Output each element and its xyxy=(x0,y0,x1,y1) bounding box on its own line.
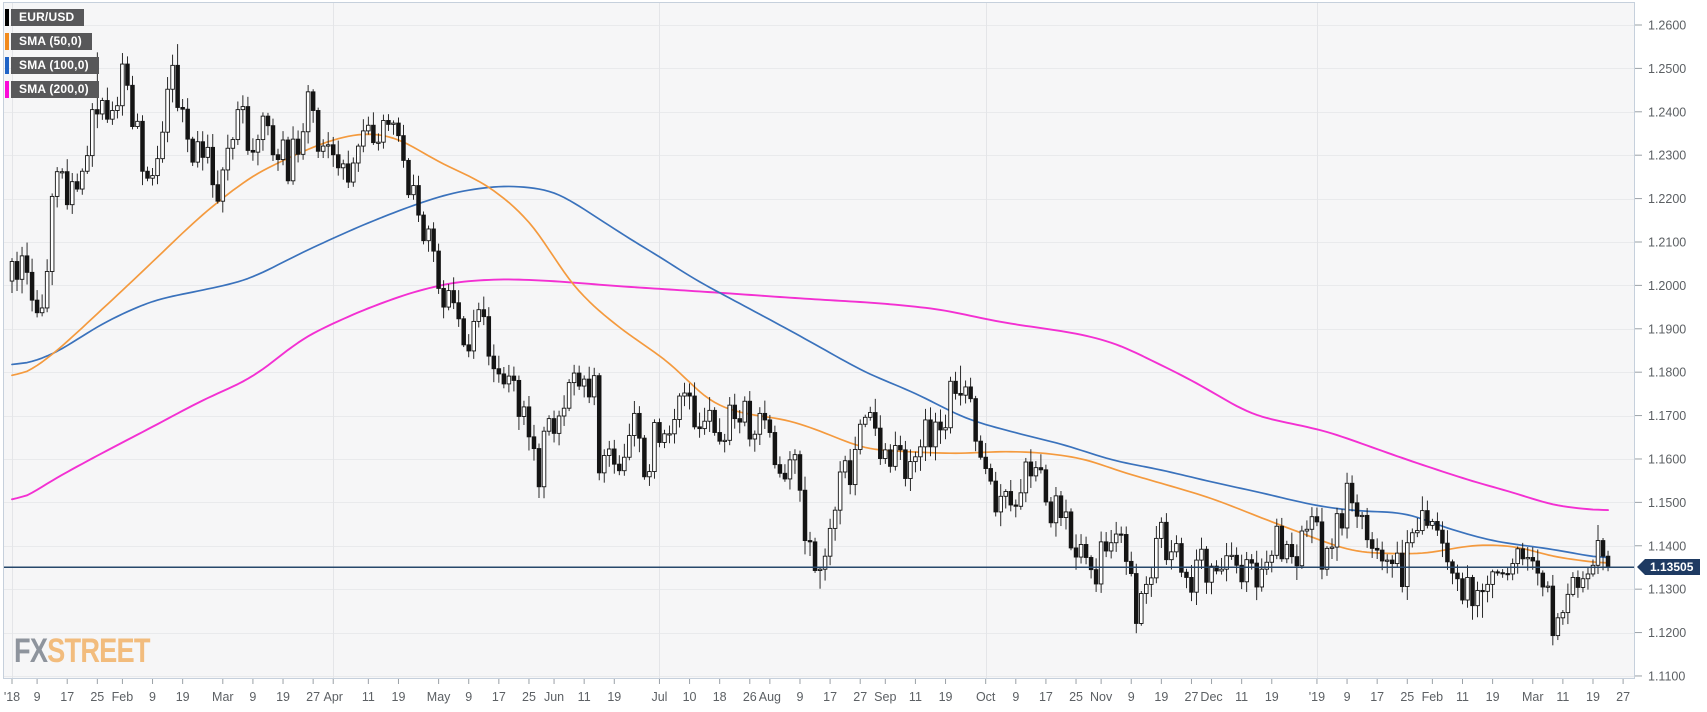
date-tick-label: 17 xyxy=(60,690,74,704)
date-tick-label: Mar xyxy=(1522,690,1544,704)
date-tick-label: 25 xyxy=(1069,690,1083,704)
date-tick-label: Jul xyxy=(651,690,667,704)
date-tick-label: 11 xyxy=(909,690,922,704)
date-tick-label: 19 xyxy=(939,690,953,704)
price-tick-label: 1.1300 xyxy=(1648,583,1686,597)
date-tick-label: 9 xyxy=(797,690,804,704)
legend-item-sma100[interactable]: SMA (100,0) xyxy=(5,57,99,74)
date-tick-label: 19 xyxy=(392,690,406,704)
price-tick-label: 1.1800 xyxy=(1648,366,1686,380)
date-tick-label: Apr xyxy=(323,690,342,704)
date-tick-label: 11 xyxy=(1456,690,1469,704)
date-tick-label: 9 xyxy=(1344,690,1351,704)
date-tick-label: 27 xyxy=(853,690,867,704)
date-tick-label: 19 xyxy=(607,690,621,704)
chart-legend: EUR/USD SMA (50,0) SMA (100,0) SMA (200,… xyxy=(5,9,99,105)
date-tick-label: 11 xyxy=(362,690,375,704)
plot-border xyxy=(3,2,1635,679)
date-tick-label: 17 xyxy=(1039,690,1053,704)
price-tick-label: 1.2200 xyxy=(1648,192,1686,206)
date-tick-label: Oct xyxy=(976,690,996,704)
price-tick-label: 1.1600 xyxy=(1648,452,1686,466)
date-tick-label: 25 xyxy=(90,690,104,704)
date-tick-label: 26 xyxy=(743,690,757,704)
date-tick-label: Sep xyxy=(874,690,896,704)
date-tick-label: Nov xyxy=(1090,690,1113,704)
date-tick-label: 19 xyxy=(176,690,190,704)
sma-line-1000 xyxy=(11,185,1609,559)
date-tick-label: 11 xyxy=(578,690,591,704)
instrument-label: EUR/USD xyxy=(11,9,85,26)
sma200-color-bar-icon xyxy=(5,81,9,98)
date-tick-label: 19 xyxy=(1154,690,1168,704)
price-tick-label: 1.1200 xyxy=(1648,626,1686,640)
date-tick-label: 9 xyxy=(1012,690,1019,704)
date-tick-label: 19 xyxy=(1486,690,1500,704)
sma100-color-bar-icon xyxy=(5,57,9,74)
price-tick-label: 1.2600 xyxy=(1648,19,1686,33)
date-tick-label: 27 xyxy=(1185,690,1199,704)
date-tick-label: Feb xyxy=(112,690,134,704)
date-tick-label: 19 xyxy=(1586,690,1600,704)
price-tick-label: 1.1700 xyxy=(1648,409,1686,423)
date-tick-label: 25 xyxy=(522,690,536,704)
price-tick-label: 1.2400 xyxy=(1648,105,1686,119)
date-tick-label: 27 xyxy=(306,690,320,704)
date-tick-label: 17 xyxy=(823,690,837,704)
instrument-color-bar-icon xyxy=(5,9,9,26)
price-tick-label: 1.2500 xyxy=(1648,62,1686,76)
sma50-color-bar-icon xyxy=(5,33,9,50)
date-tick-label: Feb xyxy=(1422,690,1444,704)
date-tick-label: Aug xyxy=(759,690,781,704)
date-tick-label: 10 xyxy=(683,690,697,704)
date-tick-label: Jun xyxy=(544,690,564,704)
price-scale[interactable]: 1.2600 1.2500 1.2400 1.2300 1.2200 1.2100 1.20… xyxy=(1635,19,1686,684)
price-tick-label: 1.2300 xyxy=(1648,149,1686,163)
price-tick-label: 1.1400 xyxy=(1648,539,1686,553)
grid xyxy=(3,2,1635,679)
date-tick-label: 11 xyxy=(1235,690,1248,704)
date-tick-label: 9 xyxy=(249,690,256,704)
fxstreet-logo: FXSTREET xyxy=(14,634,150,668)
date-tick-label: '19 xyxy=(1309,690,1325,704)
legend-item-sma50[interactable]: SMA (50,0) xyxy=(5,33,99,50)
date-tick-label: May xyxy=(427,690,451,704)
date-tick-label: 19 xyxy=(276,690,290,704)
legend-item-sma200[interactable]: SMA (200,0) xyxy=(5,81,99,98)
date-tick-label: Mar xyxy=(212,690,234,704)
candles xyxy=(9,44,1611,646)
date-tick-label: 19 xyxy=(1265,690,1279,704)
date-tick-label: 11 xyxy=(1556,690,1569,704)
date-tick-label: 25 xyxy=(1400,690,1414,704)
current-price-value: 1.13505 xyxy=(1650,560,1694,574)
date-tick-label: '18 xyxy=(4,690,20,704)
price-tick-label: 1.1100 xyxy=(1648,669,1685,683)
price-tick-label: 1.2000 xyxy=(1648,279,1686,293)
current-price-badge: 1.13505 xyxy=(1636,559,1701,575)
fxstreet-logo-fx: FX xyxy=(14,632,48,670)
sma50-label: SMA (50,0) xyxy=(11,33,92,50)
date-tick-label: 9 xyxy=(1128,690,1135,704)
date-tick-label: 17 xyxy=(1370,690,1384,704)
date-tick-label: 9 xyxy=(149,690,156,704)
time-scale[interactable]: '18 9 17 25 Feb 9 19 Mar 9 19 27 Apr 11 19 May 9 17 25 Jun… xyxy=(4,679,1630,704)
sma200-label: SMA (200,0) xyxy=(11,81,99,98)
price-tick-label: 1.1500 xyxy=(1648,496,1686,510)
date-tick-label: 9 xyxy=(465,690,472,704)
price-tick-label: 1.2100 xyxy=(1648,235,1686,249)
date-tick-label: 18 xyxy=(713,690,727,704)
sma-line-2000 xyxy=(11,278,1609,512)
plot-background xyxy=(3,2,1635,679)
date-tick-label: 17 xyxy=(492,690,506,704)
sma100-label: SMA (100,0) xyxy=(11,57,99,74)
legend-item-instrument[interactable]: EUR/USD xyxy=(5,9,99,26)
date-tick-label: 9 xyxy=(34,690,41,704)
date-tick-label: Dec xyxy=(1200,690,1222,704)
fxstreet-logo-street: STREET xyxy=(47,632,150,670)
date-tick-label: 27 xyxy=(1616,690,1630,704)
price-tick-label: 1.1900 xyxy=(1648,322,1686,336)
